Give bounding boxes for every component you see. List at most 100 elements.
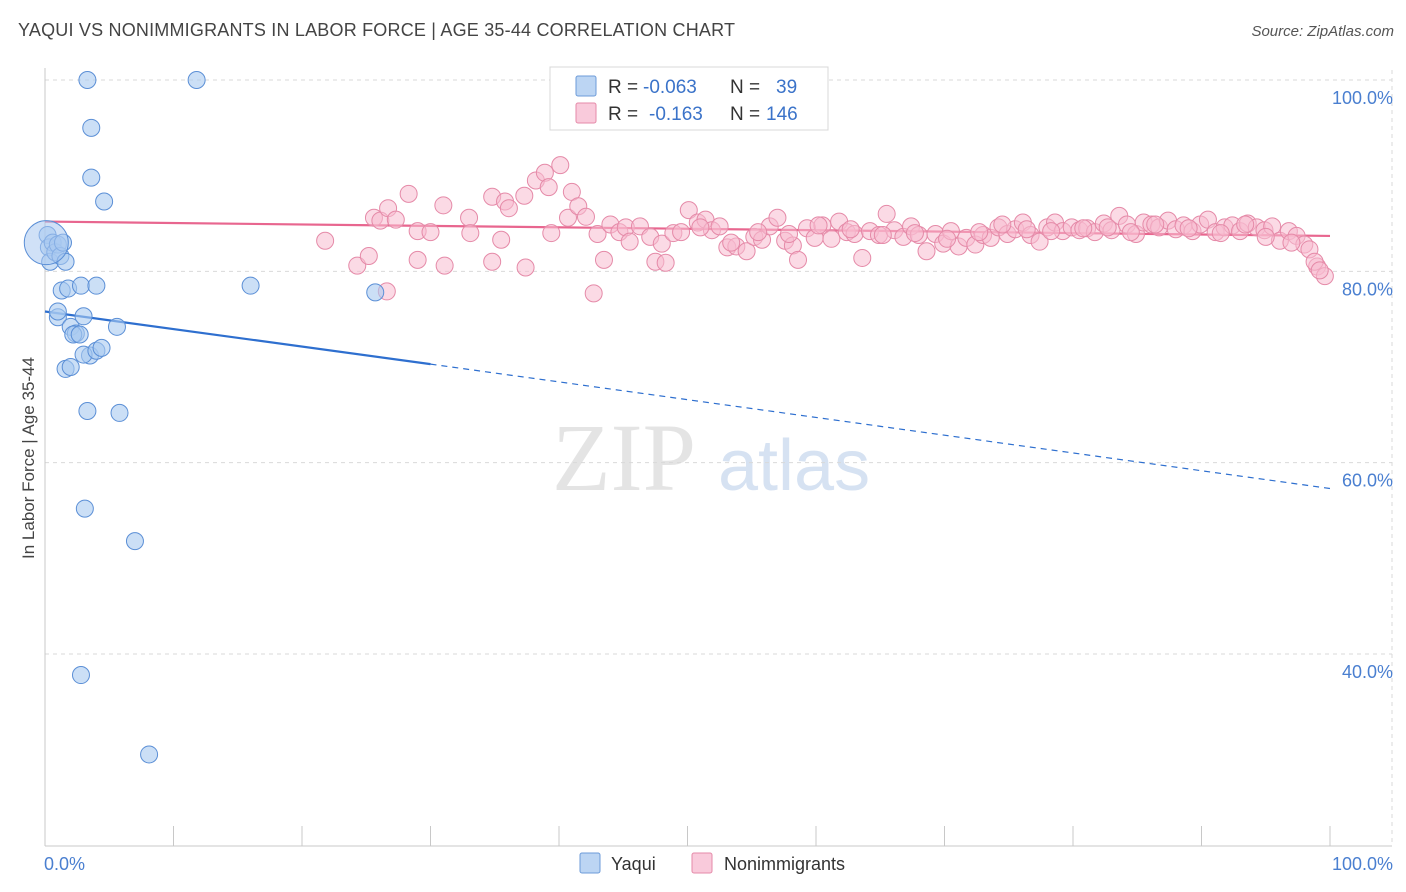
yaqui-point <box>75 499 94 518</box>
nonimmigrants-point <box>853 248 872 267</box>
nonimmigrants-point <box>970 223 989 242</box>
chart-title: YAQUI VS NONIMMIGRANTS IN LABOR FORCE | … <box>18 20 736 40</box>
yaqui-point <box>82 118 101 137</box>
correlation-legend: R = -0.063 N = 39 R = -0.163 N = 146 <box>549 66 829 131</box>
nonimmigrants-point <box>551 156 570 175</box>
legend-r-label-yaqui: R = <box>608 77 638 98</box>
series-legend: Yaqui Nonimmigrants <box>579 852 845 874</box>
yaqui-point <box>78 71 97 89</box>
nonimmigrants-point <box>408 250 427 269</box>
nonimmigrants-point <box>594 250 613 269</box>
legend-n-label-nonimmigrants: N = <box>730 104 760 125</box>
nonimmigrants-point <box>576 207 595 226</box>
nonimmigrants-point <box>1146 215 1165 234</box>
yaqui-point <box>366 283 385 302</box>
yaqui-point <box>74 307 93 326</box>
nonimmigrants-point <box>359 247 378 266</box>
watermark-zip: ZIP <box>552 404 696 511</box>
nonimmigrants-point <box>421 223 440 242</box>
nonimmigrants-point <box>749 223 768 242</box>
nonimmigrants-point <box>435 256 454 275</box>
legend-n-value-yaqui: 39 <box>776 77 797 98</box>
nonimmigrants-point <box>1030 232 1049 251</box>
nonimmigrants-point <box>539 178 558 197</box>
y-tick-label: 60.0% <box>1342 471 1393 491</box>
nonimmigrants-point <box>399 184 418 203</box>
watermark-atlas: atlas <box>718 426 870 506</box>
yaqui-point-large <box>23 220 69 266</box>
yaqui-point <box>110 403 129 422</box>
nonimmigrants-point <box>460 208 479 227</box>
yaqui-points <box>23 71 385 764</box>
x-tick-label-left: 0.0% <box>44 854 85 874</box>
legend-swatch-yaqui <box>575 75 597 97</box>
yaqui-point <box>61 358 80 376</box>
nonimmigrants-point <box>316 231 335 250</box>
tick-labels: 100.0% 80.0% 60.0% 40.0% 0.0% 100.0% <box>44 88 1393 874</box>
nonimmigrants-point <box>1282 233 1301 252</box>
nonimmigrants-point <box>584 284 603 303</box>
yaqui-point <box>71 276 90 295</box>
nonimmigrants-point <box>515 186 534 205</box>
yaqui-point <box>241 276 260 295</box>
nonimmigrants-point <box>1017 220 1036 239</box>
nonimmigrants-point <box>1074 219 1093 238</box>
legend-r-label-nonimmigrants: R = <box>608 104 638 125</box>
nonimmigrants-point <box>1310 261 1329 280</box>
y-axis-title: In Labor Force | Age 35-44 <box>19 357 38 559</box>
legend-r-value-yaqui: -0.063 <box>643 77 697 98</box>
nonimmigrants-point <box>461 224 480 243</box>
nonimmigrants-point <box>722 233 741 252</box>
nonimmigrants-point <box>809 216 828 235</box>
nonimmigrants-point <box>558 208 577 227</box>
nonimmigrants-point <box>434 196 453 215</box>
yaqui-trend-line <box>44 310 431 366</box>
bottom-legend-swatch-nonimmigrants <box>691 852 713 874</box>
nonimmigrants-point <box>516 258 535 277</box>
legend-n-value-nonimmigrants: 146 <box>766 104 798 125</box>
yaqui-point <box>92 338 111 357</box>
source-credit: Source: ZipAtlas.com <box>1251 23 1394 40</box>
nonimmigrants-point <box>917 242 936 261</box>
legend-r-value-nonimmigrants: -0.163 <box>649 104 703 125</box>
nonimmigrants-point <box>542 224 561 243</box>
nonimmigrants-point <box>789 250 808 269</box>
nonimmigrants-point <box>1179 219 1198 238</box>
legend-n-label-yaqui: N = <box>730 77 760 98</box>
nonimmigrants-point <box>841 220 860 239</box>
nonimmigrants-point <box>386 210 405 229</box>
yaqui-point <box>107 317 126 336</box>
nonimmigrants-point <box>1236 215 1255 234</box>
y-tick-label: 40.0% <box>1342 662 1393 682</box>
nonimmigrants-point <box>905 224 924 243</box>
nonimmigrants-point <box>768 208 787 227</box>
nonimmigrants-point <box>877 204 896 223</box>
y-tick-label: 80.0% <box>1342 279 1393 299</box>
nonimmigrants-point <box>1211 224 1230 243</box>
yaqui-point <box>87 276 106 295</box>
yaqui-point <box>187 71 206 89</box>
yaqui-point <box>125 532 144 551</box>
nonimmigrants-point <box>656 253 675 272</box>
nonimmigrants-point <box>1256 227 1275 246</box>
yaqui-point <box>71 666 90 685</box>
axes <box>44 68 1392 847</box>
nonimmigrants-point <box>652 234 671 253</box>
yaqui-point <box>48 302 67 321</box>
bottom-legend-label-nonimmigrants: Nonimmigrants <box>724 854 845 874</box>
nonimmigrants-point <box>1042 222 1061 241</box>
legend-swatch-nonimmigrants <box>575 102 597 124</box>
nonimmigrants-point <box>588 225 607 244</box>
yaqui-point <box>82 168 101 187</box>
yaqui-point <box>70 325 89 344</box>
y-tick-label: 100.0% <box>1332 88 1393 108</box>
nonimmigrants-point <box>1098 218 1117 237</box>
nonimmigrants-point <box>822 229 841 248</box>
nonimmigrants-point <box>348 256 367 275</box>
nonimmigrants-point <box>993 215 1012 234</box>
yaqui-point <box>140 745 159 764</box>
yaqui-point <box>95 192 114 211</box>
bottom-legend-swatch-yaqui <box>579 852 601 874</box>
nonimmigrants-point <box>691 218 710 237</box>
